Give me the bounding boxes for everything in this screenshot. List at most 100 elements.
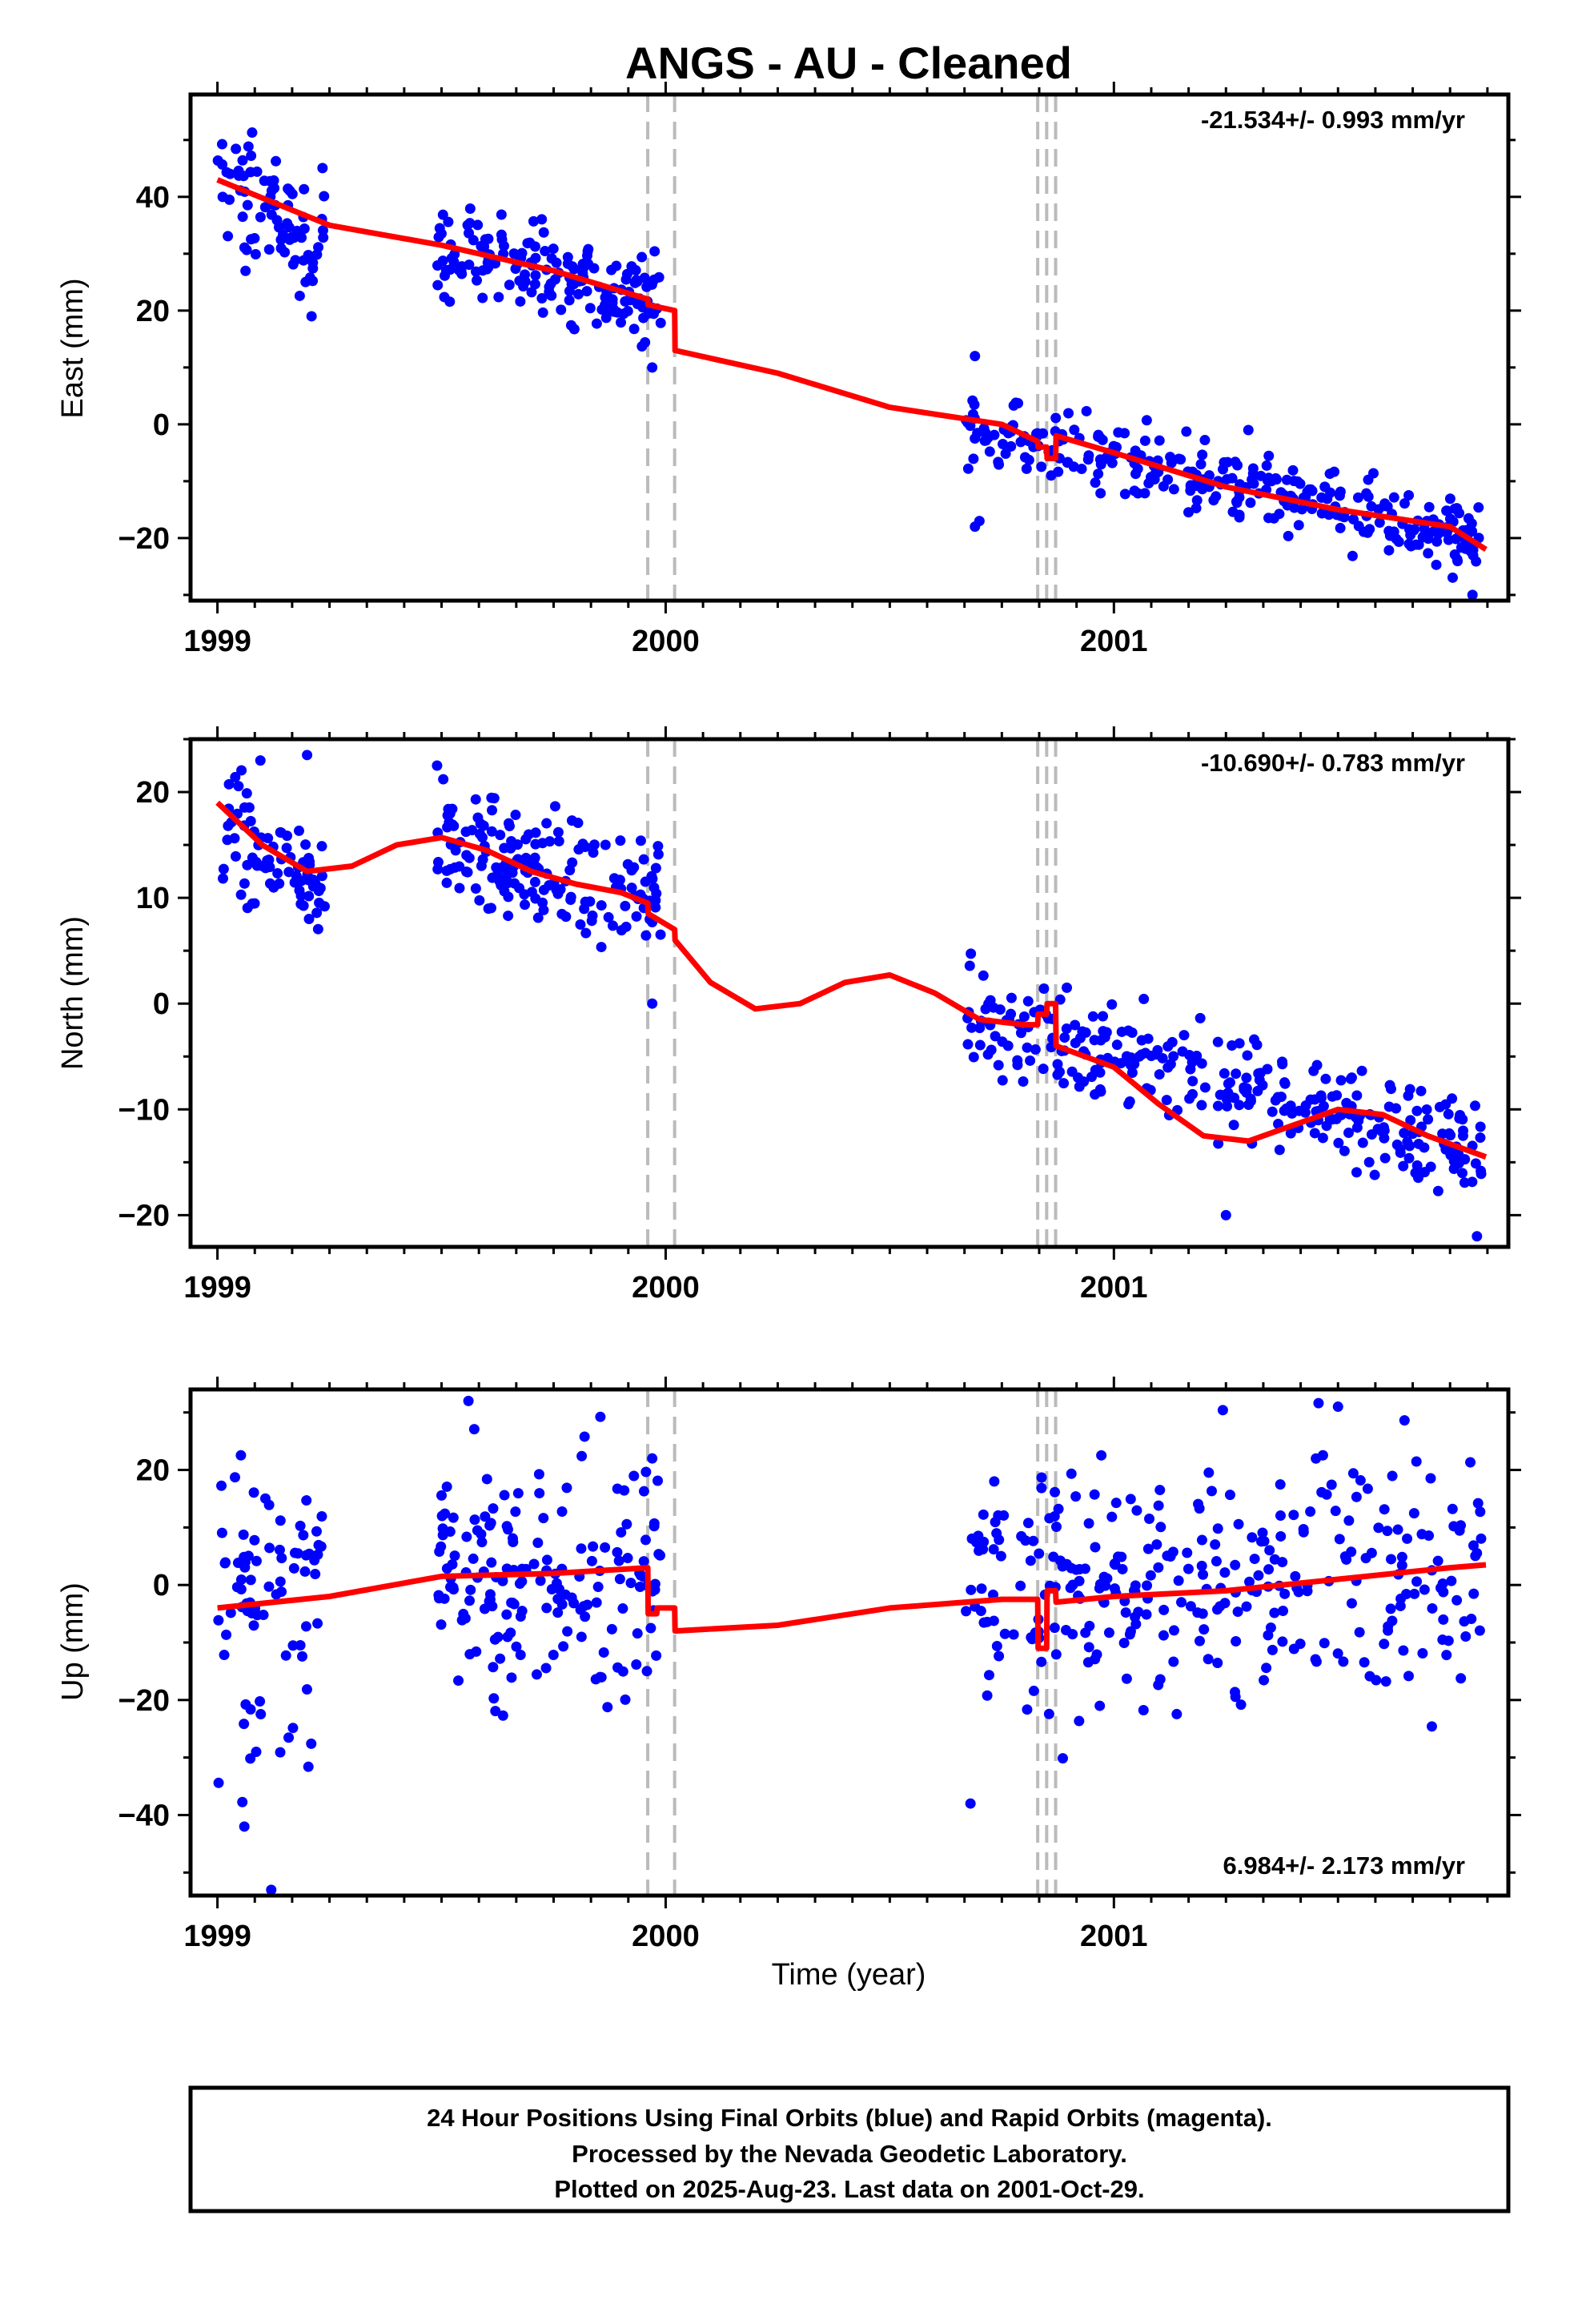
data-point xyxy=(541,818,552,829)
data-point xyxy=(1468,1540,1479,1551)
data-point xyxy=(1391,1139,1403,1150)
data-point xyxy=(258,1610,269,1621)
data-point xyxy=(444,808,456,819)
data-point xyxy=(1022,1042,1033,1053)
data-point xyxy=(1050,412,1062,424)
data-point xyxy=(613,1555,624,1566)
data-point xyxy=(1062,456,1074,468)
data-point xyxy=(1142,1543,1154,1554)
data-point xyxy=(520,899,531,911)
data-point xyxy=(1315,1090,1327,1101)
data-point xyxy=(503,818,514,829)
data-point xyxy=(1212,1523,1223,1534)
data-point xyxy=(1398,1645,1409,1656)
data-point xyxy=(1427,1602,1438,1614)
data-point xyxy=(464,218,476,229)
data-point xyxy=(568,324,580,335)
data-point xyxy=(443,216,454,227)
data-point xyxy=(1403,1671,1414,1682)
data-point xyxy=(307,257,319,268)
data-point xyxy=(588,847,599,858)
data-point xyxy=(1196,1100,1207,1111)
data-point xyxy=(1432,1185,1443,1196)
data-point xyxy=(1274,1144,1285,1156)
data-point xyxy=(1319,481,1331,493)
data-point xyxy=(550,274,561,285)
data-point xyxy=(432,857,444,868)
data-point xyxy=(298,1530,309,1541)
data-point xyxy=(1234,1100,1245,1111)
data-point xyxy=(558,1641,569,1652)
data-point xyxy=(1257,1080,1268,1091)
data-point xyxy=(993,1059,1004,1071)
data-point xyxy=(481,1474,492,1485)
data-point xyxy=(486,826,497,837)
data-point xyxy=(471,266,482,277)
data-point xyxy=(1139,435,1150,446)
x-tick-label: 2001 xyxy=(1080,1920,1148,1953)
data-point xyxy=(640,1466,652,1478)
data-point xyxy=(998,1510,1010,1521)
data-point xyxy=(1332,1401,1343,1413)
data-point xyxy=(1458,1125,1469,1136)
data-point xyxy=(1369,1169,1380,1180)
data-point xyxy=(591,1597,602,1608)
data-point xyxy=(1274,509,1285,520)
data-point xyxy=(275,234,287,245)
data-point xyxy=(1002,1040,1014,1051)
data-point xyxy=(1398,1160,1409,1172)
data-point xyxy=(1022,995,1034,1007)
data-point xyxy=(600,1542,611,1553)
x-tick-label: 2001 xyxy=(1080,625,1148,658)
data-point xyxy=(1065,1582,1076,1594)
data-point xyxy=(1444,493,1456,505)
data-point xyxy=(317,163,328,174)
data-point xyxy=(1409,1588,1420,1599)
data-point xyxy=(1142,1033,1154,1044)
x-tick-label: 1999 xyxy=(183,625,251,658)
data-point xyxy=(1158,1630,1169,1641)
data-point xyxy=(515,1650,526,1661)
data-point xyxy=(1411,1456,1422,1467)
data-point xyxy=(463,1395,474,1406)
data-point xyxy=(1102,1573,1113,1584)
data-point xyxy=(316,1510,327,1522)
data-point xyxy=(461,866,472,877)
data-point xyxy=(1419,1584,1430,1595)
data-point xyxy=(556,304,567,316)
data-point xyxy=(1273,1118,1284,1129)
data-point xyxy=(1474,1625,1485,1636)
data-point xyxy=(1384,530,1395,541)
data-point xyxy=(1196,1560,1207,1571)
data-point xyxy=(1036,461,1047,472)
data-point xyxy=(1411,1105,1423,1116)
data-point xyxy=(1173,1575,1184,1586)
data-point xyxy=(461,1531,472,1542)
data-point xyxy=(1036,1472,1047,1483)
data-point xyxy=(266,209,277,220)
data-point xyxy=(1408,1508,1419,1519)
data-point xyxy=(239,1562,251,1573)
data-point xyxy=(1395,1600,1406,1611)
data-point xyxy=(1348,513,1359,525)
data-point xyxy=(433,231,444,243)
data-point xyxy=(1049,1622,1060,1634)
data-point xyxy=(317,225,328,236)
data-point xyxy=(271,1589,282,1600)
data-point xyxy=(251,1747,262,1758)
data-point xyxy=(1403,1090,1414,1101)
data-point xyxy=(1396,1560,1407,1571)
data-point xyxy=(312,923,323,935)
data-point xyxy=(602,1702,613,1713)
data-point xyxy=(294,885,305,896)
data-point xyxy=(631,275,642,286)
data-point xyxy=(1154,1069,1165,1080)
data-point xyxy=(1367,468,1379,479)
data-point xyxy=(306,311,317,322)
data-point xyxy=(485,1518,496,1529)
x-tick-label: 1999 xyxy=(183,1271,251,1305)
data-point xyxy=(484,1594,496,1605)
data-point xyxy=(1290,1570,1301,1582)
data-point xyxy=(1191,503,1202,514)
data-point xyxy=(1217,1405,1228,1416)
